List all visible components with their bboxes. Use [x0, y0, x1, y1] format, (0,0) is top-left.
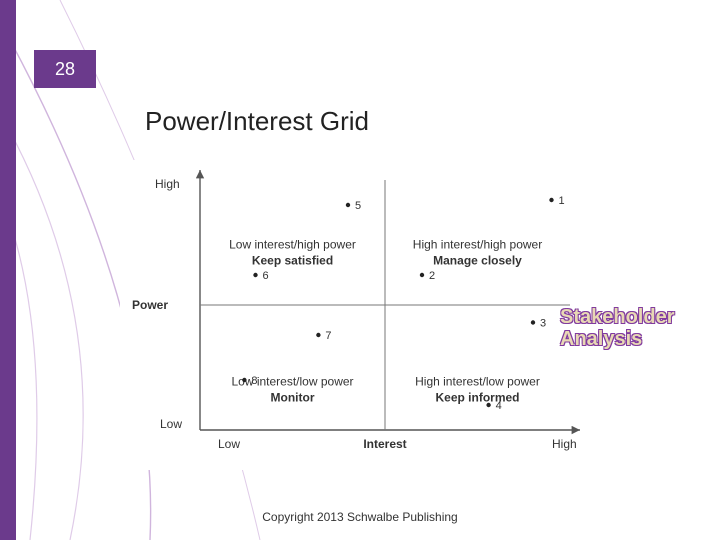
page-number: 28 — [55, 59, 75, 79]
svg-text:Monitor: Monitor — [271, 391, 315, 405]
svg-text:4: 4 — [496, 400, 502, 412]
footer-copyright: Copyright 2013 Schwalbe Publishing — [0, 510, 720, 524]
svg-text:Keep informed: Keep informed — [435, 391, 519, 405]
svg-text:5: 5 — [355, 200, 361, 212]
svg-text:Interest: Interest — [363, 437, 406, 451]
callout-line1: Stakeholder — [560, 306, 674, 328]
svg-text:1: 1 — [559, 195, 565, 207]
quadrant-chart-svg: High Low Power Low High Interest Low interest/… — [120, 160, 590, 470]
power-interest-chart: High Low Power Low High Interest Low interest/… — [120, 160, 590, 470]
svg-text:Low: Low — [160, 417, 182, 431]
svg-text:High: High — [552, 437, 577, 451]
svg-text:3: 3 — [540, 318, 546, 330]
svg-text:High interest/low power: High interest/low power — [415, 375, 540, 389]
page-number-badge: 28 — [34, 50, 96, 88]
svg-text:Low interest/high power: Low interest/high power — [229, 238, 356, 252]
svg-text:High interest/high power: High interest/high power — [413, 238, 542, 252]
svg-text:Low: Low — [218, 437, 240, 451]
callout-line2: Analysis — [560, 328, 642, 350]
svg-text:Manage closely: Manage closely — [433, 254, 522, 268]
svg-text:Low interest/low power: Low interest/low power — [231, 375, 353, 389]
slide-title: Power/Interest Grid — [145, 106, 369, 137]
svg-text:High: High — [155, 177, 180, 191]
left-accent-bar — [0, 0, 16, 540]
svg-text:Power: Power — [132, 298, 168, 312]
svg-text:2: 2 — [429, 270, 435, 282]
svg-text:6: 6 — [263, 270, 269, 282]
svg-text:8: 8 — [251, 375, 257, 387]
svg-text:7: 7 — [325, 330, 331, 342]
stakeholder-analysis-callout: Stakeholder Analysis — [560, 306, 674, 350]
svg-text:Keep satisfied: Keep satisfied — [252, 254, 333, 268]
slide: 28 Power/Interest Grid HighLowPowerLowHi… — [0, 0, 720, 540]
